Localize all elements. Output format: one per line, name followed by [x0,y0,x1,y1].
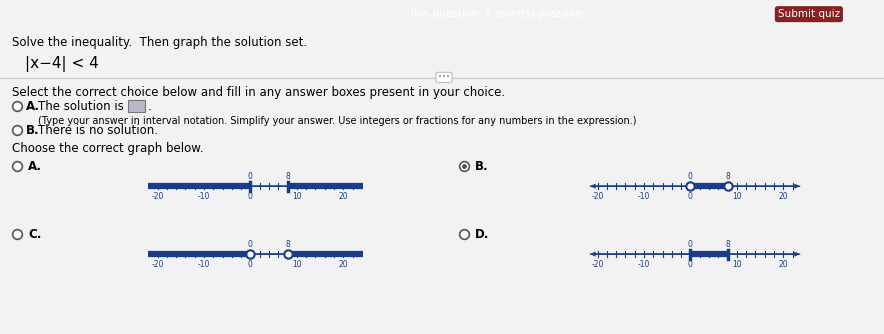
Text: -20: -20 [151,192,164,201]
Text: 8: 8 [725,172,730,181]
Text: The solution is: The solution is [38,100,124,113]
Text: -20: -20 [591,260,604,269]
Text: Choose the correct graph below.: Choose the correct graph below. [12,142,203,155]
Text: 10: 10 [292,192,301,201]
Text: 10: 10 [732,260,742,269]
Text: 10: 10 [732,192,742,201]
Text: 8: 8 [286,240,290,249]
Text: 0: 0 [688,172,693,181]
Text: -20: -20 [591,192,604,201]
Text: B.: B. [26,124,40,137]
Text: 8: 8 [286,172,290,181]
Text: 0: 0 [248,192,253,201]
Text: D.: D. [475,228,490,240]
Text: Submit quiz: Submit quiz [778,9,840,19]
Text: 0: 0 [248,240,253,249]
Text: 10: 10 [292,260,301,269]
Text: (Type your answer in interval notation. Simplify your answer. Use integers or fr: (Type your answer in interval notation. … [38,116,636,126]
Text: -10: -10 [198,260,210,269]
Text: 0: 0 [688,240,693,249]
Text: Select the correct choice below and fill in any answer boxes present in your cho: Select the correct choice below and fill… [12,86,505,99]
Text: 0: 0 [248,260,253,269]
Text: There is no solution.: There is no solution. [38,124,158,137]
Text: C.: C. [28,228,42,240]
Text: -10: -10 [637,192,650,201]
Text: 0: 0 [248,172,253,181]
FancyBboxPatch shape [127,100,144,112]
Text: 20: 20 [339,260,348,269]
Text: 20: 20 [779,260,788,269]
Text: This question: 2 point(s) possible: This question: 2 point(s) possible [408,9,582,19]
Text: 0: 0 [688,192,693,201]
Text: 20: 20 [339,192,348,201]
Text: -10: -10 [637,260,650,269]
Text: 8: 8 [725,240,730,249]
Text: A.: A. [26,100,40,113]
Text: •••: ••• [438,74,450,80]
Text: B.: B. [475,160,489,173]
Text: 20: 20 [779,192,788,201]
Text: |x−4| < 4: |x−4| < 4 [25,56,99,72]
Text: -20: -20 [151,260,164,269]
Text: .: . [148,100,152,113]
Text: A.: A. [28,160,42,173]
Text: -10: -10 [198,192,210,201]
Text: 0: 0 [688,260,693,269]
Text: Solve the inequality.  Then graph the solution set.: Solve the inequality. Then graph the sol… [12,36,307,49]
